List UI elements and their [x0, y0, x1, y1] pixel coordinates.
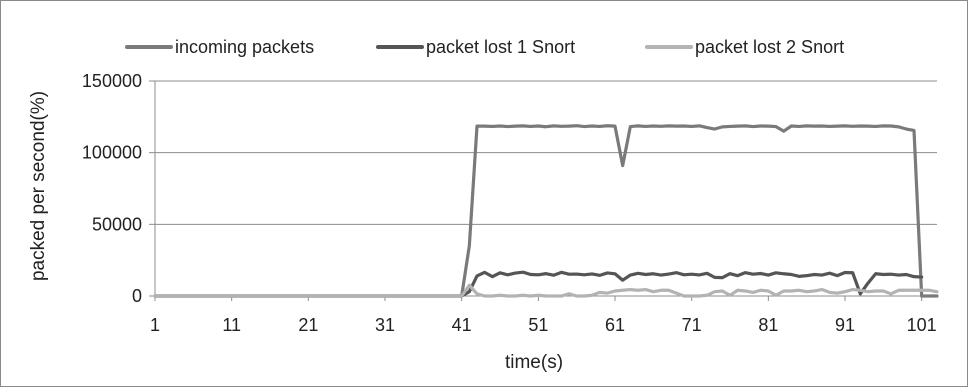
legend-label: packet lost 2 Snort	[695, 37, 844, 57]
x-tick-label: 11	[222, 315, 241, 335]
y-tick-label: 50000	[92, 214, 142, 234]
y-tick-label: 0	[132, 286, 142, 306]
x-tick-label: 41	[452, 315, 472, 335]
gridlines	[155, 80, 937, 225]
y-axis-title: packed per second(%)	[28, 91, 49, 281]
x-tick-label: 61	[605, 315, 625, 335]
legend: incoming packets packet lost 1 Snort packe…	[125, 37, 844, 57]
x-tick-label: 51	[528, 315, 548, 335]
axes	[149, 80, 937, 301]
x-tick-label: 21	[298, 315, 318, 335]
legend-label: incoming packets	[175, 37, 314, 57]
series-line-3	[153, 283, 939, 298]
x-tick-label: 101	[907, 315, 937, 335]
x-axis-title: time(s)	[505, 352, 563, 373]
x-tick-label: 1	[150, 315, 160, 335]
x-tick-label: 71	[682, 315, 702, 335]
x-tick-label: 81	[758, 315, 778, 335]
x-tick-label: 31	[375, 315, 395, 335]
x-tick-label: 91	[835, 315, 855, 335]
series-lines	[153, 124, 939, 298]
y-tick-label: 150000	[82, 71, 142, 91]
legend-label: packet lost 1 Snort	[426, 37, 575, 57]
series-line-1	[153, 124, 939, 298]
y-tick-label: 100000	[82, 143, 142, 163]
